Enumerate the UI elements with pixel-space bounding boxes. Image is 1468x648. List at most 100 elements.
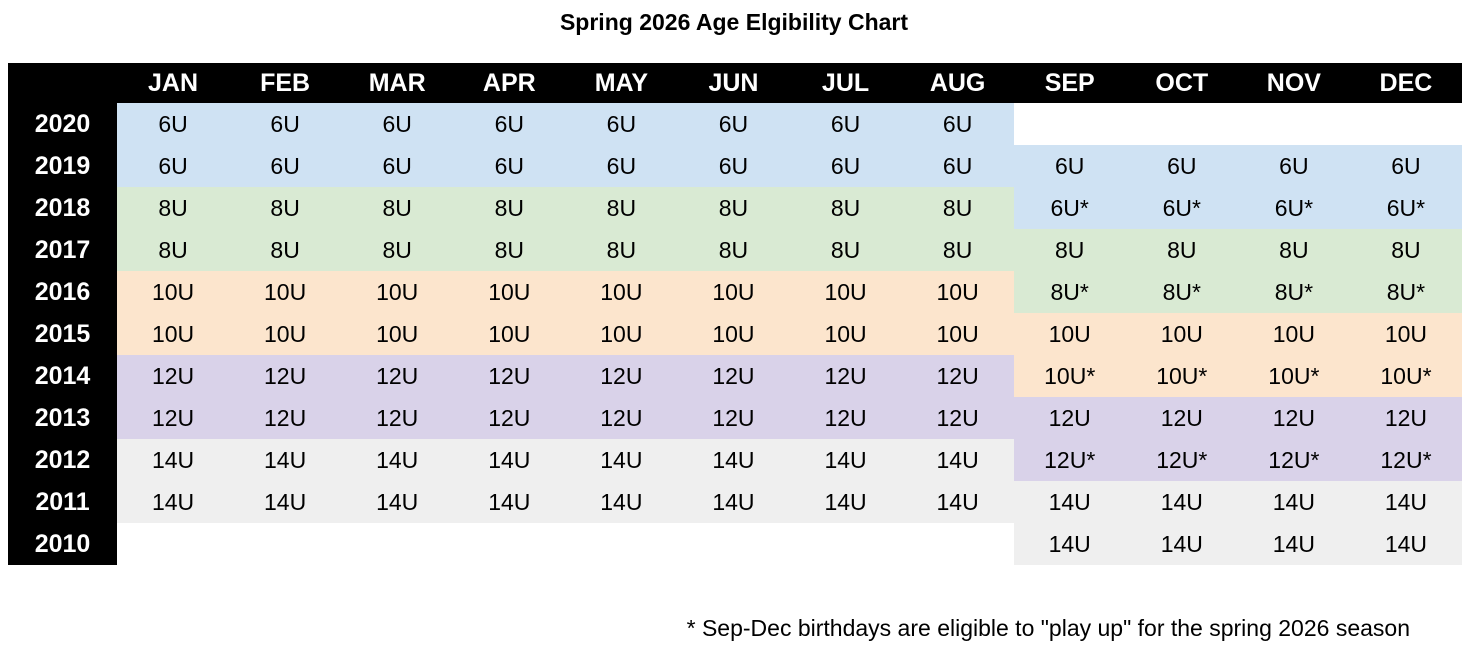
age-cell: 6U*: [1125, 187, 1238, 229]
age-cell: 8U: [1013, 229, 1126, 271]
age-cell: 10U: [1237, 313, 1350, 355]
age-cell: 12U: [677, 397, 790, 439]
age-cell: [229, 523, 342, 565]
age-cell: 12U: [565, 397, 678, 439]
month-header-sep: SEP: [1013, 63, 1126, 103]
age-cell: 8U: [565, 187, 678, 229]
age-cell: 10U: [901, 313, 1014, 355]
age-cell: 8U*: [1013, 271, 1126, 313]
age-cell: 10U: [229, 271, 342, 313]
age-cell: 6U: [789, 145, 902, 187]
age-cell: 14U: [1013, 523, 1126, 565]
age-cell: 10U*: [1013, 355, 1126, 397]
age-cell: 8U: [117, 229, 230, 271]
age-cell: 6U: [789, 103, 902, 145]
age-cell: 12U: [453, 397, 566, 439]
month-header-mar: MAR: [341, 63, 454, 103]
age-cell: 12U: [341, 397, 454, 439]
age-cell: 12U: [677, 355, 790, 397]
age-cell: 14U: [453, 439, 566, 481]
age-cell: 10U: [453, 313, 566, 355]
age-cell: [1013, 103, 1126, 145]
month-header-jul: JUL: [789, 63, 902, 103]
age-cell: 14U: [117, 439, 230, 481]
age-cell: 10U: [1349, 313, 1462, 355]
year-label-2010: 2010: [8, 523, 117, 565]
age-cell: 8U: [789, 187, 902, 229]
age-cell: 12U: [453, 355, 566, 397]
age-cell: 8U: [565, 229, 678, 271]
age-cell: 6U: [677, 145, 790, 187]
age-cell: [341, 523, 454, 565]
age-cell: 12U: [901, 397, 1014, 439]
month-header-feb: FEB: [229, 63, 342, 103]
chart-title: Spring 2026 Age Elgibility Chart: [559, 9, 909, 35]
age-cell: 6U: [341, 103, 454, 145]
age-cell: 6U: [229, 145, 342, 187]
age-cell: 10U*: [1349, 355, 1462, 397]
age-cell: 12U: [229, 397, 342, 439]
age-cell: 12U: [229, 355, 342, 397]
age-cell: 10U: [789, 271, 902, 313]
age-cell: 14U: [565, 481, 678, 523]
age-cell: 6U*: [1237, 187, 1350, 229]
age-cell: 8U: [229, 229, 342, 271]
age-cell: [565, 523, 678, 565]
age-cell: 6U: [341, 145, 454, 187]
age-cell: 6U: [565, 145, 678, 187]
age-cell: 8U: [677, 229, 790, 271]
age-cell: 14U: [1237, 481, 1350, 523]
age-cell: 6U: [453, 103, 566, 145]
age-cell: [117, 523, 230, 565]
age-cell: 12U*: [1125, 439, 1238, 481]
age-cell: 8U: [453, 229, 566, 271]
age-cell: 14U: [789, 481, 902, 523]
age-cell: 8U: [1237, 229, 1350, 271]
age-cell: 14U: [1349, 523, 1462, 565]
age-cell: 14U: [901, 481, 1014, 523]
age-cell: 8U: [1349, 229, 1462, 271]
age-cell: 14U: [229, 439, 342, 481]
age-cell: 6U: [1125, 145, 1238, 187]
age-cell: 10U: [341, 313, 454, 355]
age-cell: [1237, 103, 1350, 145]
month-header-apr: APR: [453, 63, 566, 103]
age-cell: 8U: [229, 187, 342, 229]
age-cell: 12U: [789, 355, 902, 397]
age-cell: 14U: [789, 439, 902, 481]
age-cell: 12U: [1125, 397, 1238, 439]
age-cell: 12U: [901, 355, 1014, 397]
eligibility-table: JAN FEB MAR APR MAY JUN JUL AUG SEP OCT NOV DEC 2020…: [8, 63, 1462, 565]
age-cell: [1125, 103, 1238, 145]
year-label-2016: 2016: [8, 271, 117, 313]
age-cell: 14U: [677, 439, 790, 481]
age-cell: 14U: [677, 481, 790, 523]
age-cell: 8U*: [1349, 271, 1462, 313]
age-cell: 8U: [901, 187, 1014, 229]
age-cell: 10U: [1125, 313, 1238, 355]
age-cell: 10U: [677, 271, 790, 313]
age-cell: [901, 523, 1014, 565]
age-cell: 6U*: [1349, 187, 1462, 229]
age-cell: 12U: [565, 355, 678, 397]
age-cell: 10U: [229, 313, 342, 355]
year-label-2012: 2012: [8, 439, 117, 481]
age-cell: [789, 523, 902, 565]
age-cell: 8U*: [1125, 271, 1238, 313]
age-cell: 8U: [1125, 229, 1238, 271]
year-label-2019: 2019: [8, 145, 117, 187]
age-cell: 12U*: [1237, 439, 1350, 481]
age-cell: [677, 523, 790, 565]
age-cell: 6U: [565, 103, 678, 145]
age-cell: 12U*: [1349, 439, 1462, 481]
age-cell: 12U: [1013, 397, 1126, 439]
age-cell: 6U: [901, 145, 1014, 187]
month-header-may: MAY: [565, 63, 678, 103]
age-cell: 6U: [901, 103, 1014, 145]
month-header-jun: JUN: [677, 63, 790, 103]
month-header-nov: NOV: [1237, 63, 1350, 103]
age-cell: 12U: [341, 355, 454, 397]
age-cell: [453, 523, 566, 565]
age-cell: 14U: [1125, 523, 1238, 565]
age-cell: 8U: [341, 187, 454, 229]
